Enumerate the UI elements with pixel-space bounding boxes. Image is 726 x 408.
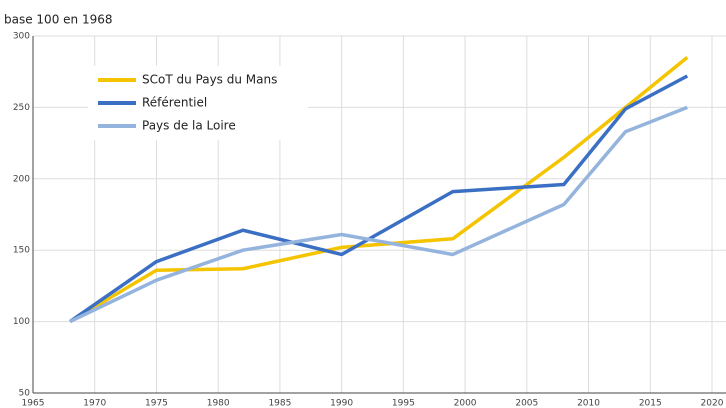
series-line: [69, 105, 688, 324]
x-tick-label: 1985: [268, 399, 291, 408]
y-tick-label: 200: [13, 174, 30, 184]
x-tick-label: 2000: [454, 399, 477, 408]
x-tick-label: 2015: [639, 399, 662, 408]
x-tick-label: 1990: [330, 399, 353, 408]
x-tick-label: 1965: [22, 399, 45, 408]
legend-label: SCoT du Pays du Mans: [142, 73, 277, 87]
x-tick-label: 1970: [83, 399, 106, 408]
legend-label: Référentiel: [142, 96, 207, 110]
legend-label: Pays de la Loire: [142, 119, 236, 133]
x-tick-label: 2020: [701, 399, 724, 408]
x-tick-label: 2005: [515, 399, 538, 408]
y-tick-label: 300: [13, 32, 30, 42]
y-tick-label: 100: [13, 317, 30, 327]
x-tick-label: 1995: [392, 399, 415, 408]
y-tick-label: 150: [13, 246, 30, 256]
series-line: [69, 74, 689, 324]
x-tick-label: 1980: [207, 399, 230, 408]
chart-subtitle: base 100 en 1968: [4, 13, 112, 27]
y-tick-label: 250: [13, 103, 30, 113]
x-tick-label: 1975: [145, 399, 168, 408]
y-tick-label: 50: [19, 389, 31, 399]
x-tick-label: 2010: [577, 399, 600, 408]
